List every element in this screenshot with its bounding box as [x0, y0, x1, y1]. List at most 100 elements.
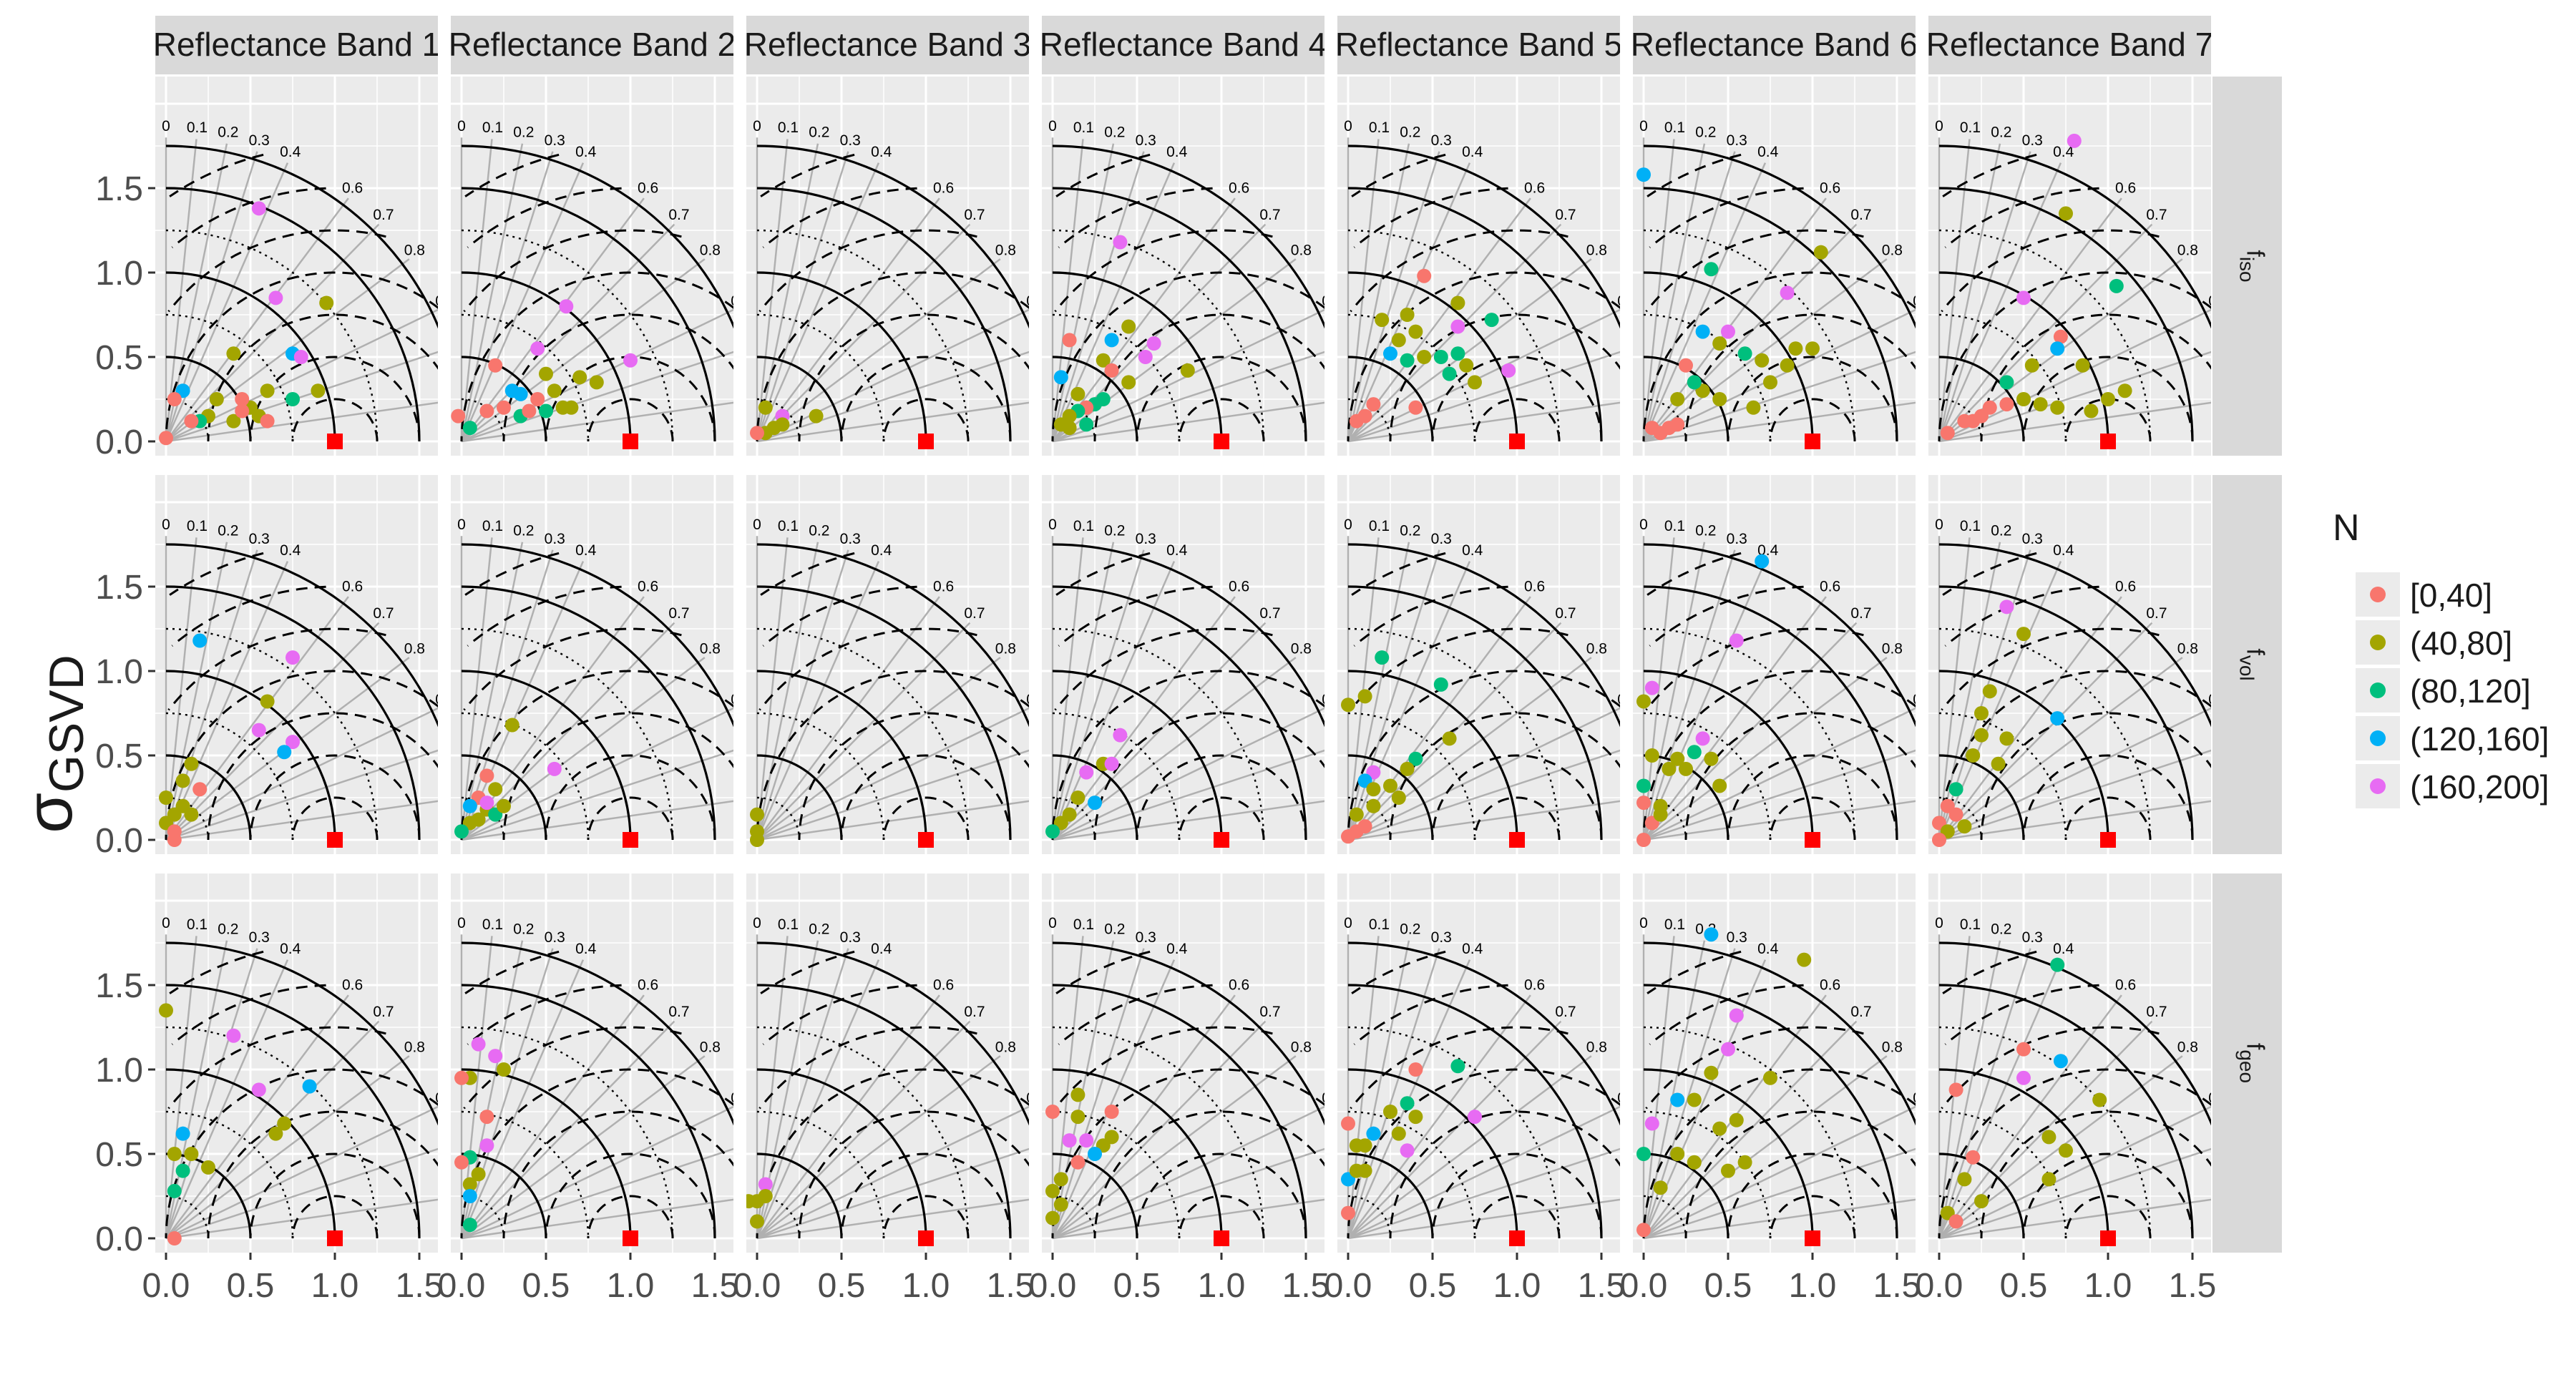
- correlation-label: 0: [1048, 118, 1057, 134]
- data-point: [1636, 1223, 1651, 1238]
- data-point: [522, 403, 537, 418]
- correlation-label: 0.7: [373, 1004, 394, 1020]
- correlation-label: 0: [1935, 915, 1943, 931]
- data-point: [1687, 1092, 1702, 1107]
- facet-panel: 00.10.20.30.40.60.70.80.9: [1928, 77, 2211, 456]
- data-point: [1121, 375, 1136, 390]
- correlation-label: 0.4: [1462, 941, 1483, 957]
- facet-panels: 0 0.1 0.2 0.3 0.4 0.6 0.7 0.8 0.9 0 0.1 0.2 0.3 0.4 0.…: [155, 77, 2211, 1253]
- data-point: [1704, 927, 1719, 942]
- data-point: [1450, 346, 1465, 361]
- data-point: [471, 1167, 486, 1182]
- correlation-label: 0: [753, 118, 761, 134]
- correlation-label: 0: [457, 118, 466, 134]
- correlation-label: 0.4: [1166, 542, 1188, 559]
- data-point: [1468, 375, 1482, 390]
- data-point: [1079, 1133, 1094, 1148]
- correlation-label: 0.6: [1229, 579, 1249, 595]
- column-strips: Reflectance Band 1 Reflectance Band 2 Refl…: [155, 16, 2211, 74]
- data-point: [1113, 235, 1128, 250]
- legend-label: (160,200]: [2410, 768, 2549, 806]
- correlation-label: 0.3: [1136, 929, 1156, 946]
- correlation-label: 0.6: [1820, 579, 1840, 595]
- data-point: [1704, 751, 1719, 766]
- reference-point: [327, 832, 343, 848]
- data-point: [226, 413, 241, 429]
- data-point: [1400, 353, 1415, 368]
- x-tick-label: 0.0: [1324, 1267, 1372, 1305]
- facet-panel: 00.10.20.30.40.60.70.80.9: [1928, 475, 2211, 854]
- data-point: [1974, 728, 1989, 743]
- correlation-label: 0.1: [1073, 518, 1094, 534]
- facet-panel: 00.10.20.30.40.60.70.80.9: [155, 77, 438, 456]
- facet-panel: 00.10.20.30.40.60.70.80.9: [1928, 873, 2211, 1253]
- data-point: [1383, 1105, 1397, 1119]
- data-point: [479, 768, 494, 783]
- data-point: [1104, 1105, 1119, 1119]
- data-point: [286, 735, 300, 750]
- row-strip-label: fgeo: [2236, 1043, 2269, 1083]
- column-strip-label: Reflectance Band 6: [1631, 26, 1918, 63]
- correlation-label: 0: [1344, 915, 1352, 931]
- correlation-label: 0.7: [1259, 605, 1280, 622]
- data-point: [1755, 554, 1770, 569]
- data-point: [260, 413, 275, 429]
- column-strip: Reflectance Band 6: [1631, 16, 1918, 74]
- data-point: [1695, 731, 1710, 746]
- data-point: [1999, 397, 2014, 412]
- correlation-label: 0.7: [964, 1004, 985, 1020]
- correlation-label: 0.2: [1991, 523, 2011, 539]
- correlation-label: 0.6: [638, 977, 658, 994]
- facet-panel: 00.10.20.30.40.60.70.80.9: [451, 475, 733, 854]
- correlation-label: 0.1: [1369, 119, 1390, 136]
- data-point: [1712, 1121, 1727, 1136]
- correlation-label: 0.8: [700, 640, 721, 657]
- data-point: [1070, 1087, 1085, 1102]
- data-point: [1070, 386, 1085, 401]
- row-strip: fiso: [2212, 77, 2282, 456]
- correlation-label: 0.1: [1073, 119, 1094, 136]
- correlation-label: 0.1: [482, 916, 503, 933]
- data-point: [547, 761, 562, 776]
- data-point: [192, 633, 208, 648]
- y-tick-label: 0.0: [95, 424, 143, 461]
- y-tick-label: 0.5: [95, 339, 143, 377]
- data-point: [159, 1003, 173, 1018]
- correlation-label: 0.4: [2053, 941, 2074, 957]
- data-point: [1704, 262, 1719, 277]
- correlation-label: 0.3: [2022, 132, 2043, 149]
- correlation-label: 0.6: [1229, 977, 1249, 994]
- data-point: [462, 798, 477, 813]
- data-point: [1653, 1180, 1668, 1195]
- correlation-label: 0.9: [1913, 692, 1933, 708]
- correlation-label: 0: [1639, 915, 1648, 931]
- correlation-label: 0.8: [1586, 242, 1607, 258]
- legend-key: [2370, 730, 2386, 746]
- correlation-label: 0.7: [373, 207, 394, 223]
- correlation-label: 0.2: [1695, 124, 1716, 141]
- legend-key: [2370, 587, 2386, 602]
- reference-point: [1805, 434, 1820, 449]
- data-point: [479, 796, 494, 811]
- facet-panel: 00.10.20.30.40.60.70.80.9: [746, 77, 1029, 456]
- correlation-label: 0.3: [1136, 132, 1156, 149]
- correlation-label: 0.9: [1617, 692, 1638, 708]
- correlation-label: 0.3: [2022, 531, 2043, 547]
- correlation-label: 0: [1935, 118, 1943, 134]
- facet-panel: 00.10.20.30.40.60.70.80.9: [1633, 873, 1916, 1253]
- data-point: [539, 366, 553, 381]
- correlation-label: 0.7: [1555, 207, 1576, 223]
- data-point: [1737, 346, 1752, 361]
- data-point: [1408, 1062, 1423, 1077]
- legend-title: N: [2333, 507, 2360, 549]
- data-point: [1780, 358, 1795, 373]
- correlation-label: 0.4: [1757, 144, 1779, 160]
- facet-panel: 00.10.20.30.40.60.70.80.9: [1633, 475, 1933, 854]
- column-strip: Reflectance Band 2: [451, 16, 733, 74]
- data-point: [1484, 313, 1499, 328]
- reference-point: [1214, 1230, 1229, 1246]
- correlation-label: 0.3: [249, 531, 270, 547]
- data-point: [1375, 313, 1390, 328]
- x-tick-label: 1.0: [1493, 1267, 1541, 1305]
- data-point: [1670, 751, 1685, 766]
